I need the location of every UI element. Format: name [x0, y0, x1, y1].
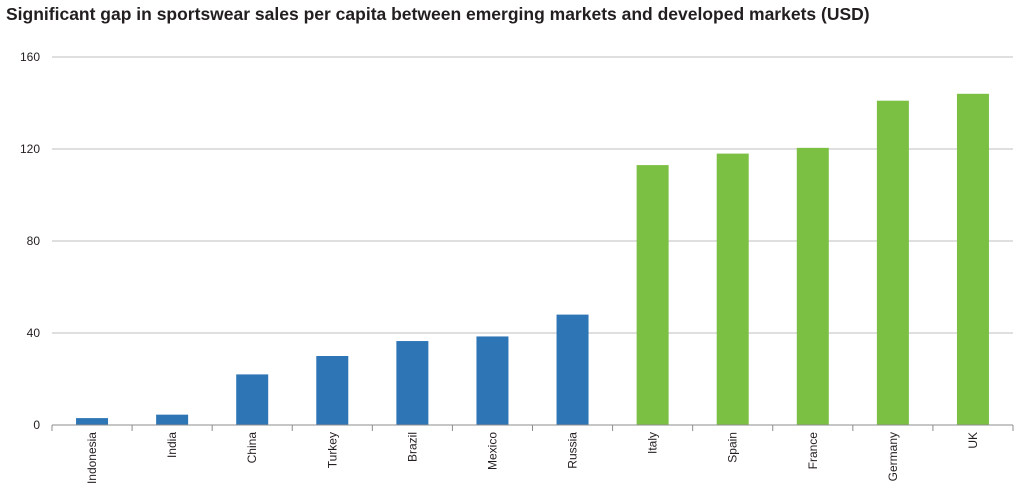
y-tick-label: 160 — [20, 50, 40, 64]
x-tick-label: Spain — [726, 432, 740, 463]
x-tick-label: China — [245, 432, 259, 464]
bar-spain — [716, 153, 749, 425]
x-tick-label: Russia — [566, 432, 580, 469]
chart-title: Significant gap in sportswear sales per … — [6, 4, 870, 24]
bar-italy — [636, 165, 669, 425]
x-tick-label: France — [806, 432, 820, 470]
bars — [76, 93, 989, 426]
x-tick-label: India — [165, 432, 179, 458]
bar-china — [236, 374, 269, 425]
y-tick-label: 0 — [33, 418, 40, 432]
bar-turkey — [316, 356, 349, 425]
x-tick-label: Indonesia — [85, 432, 99, 484]
bar-russia — [556, 314, 589, 425]
x-tick-label: UK — [966, 432, 980, 449]
x-axis — [51, 424, 1014, 431]
x-tick-label: Mexico — [485, 432, 499, 470]
bar-france — [796, 147, 829, 425]
y-tick-label: 80 — [27, 234, 41, 248]
y-tick-label: 40 — [27, 326, 41, 340]
x-tick-label: Italy — [646, 432, 660, 454]
bar-germany — [876, 100, 909, 425]
x-tick-label: Turkey — [325, 432, 339, 468]
gridlines — [52, 56, 1013, 334]
y-axis-ticks: 0 40 80 120 160 — [20, 50, 40, 432]
y-tick-label: 120 — [20, 142, 40, 156]
bar-mexico — [476, 336, 509, 425]
bar-india — [156, 414, 189, 425]
x-tick-label: Germany — [886, 432, 900, 481]
x-tick-label: Brazil — [405, 432, 419, 462]
x-axis-labels: Indonesia India China Turkey Brazil Mexico Rus… — [85, 432, 980, 484]
bar-indonesia — [76, 418, 109, 425]
bar-uk — [956, 93, 989, 426]
bar-brazil — [396, 341, 429, 425]
